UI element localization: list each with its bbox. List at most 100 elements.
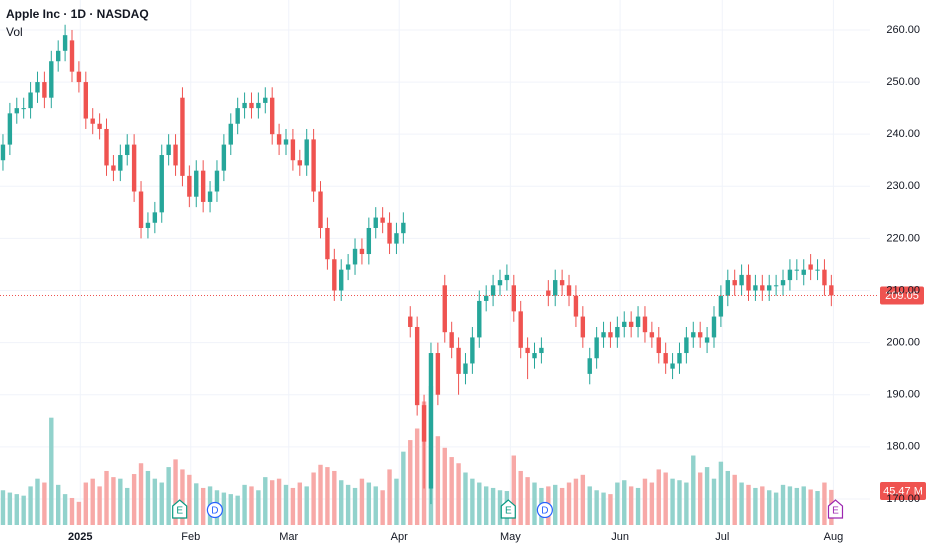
volume-bar xyxy=(118,478,123,525)
volume-bar xyxy=(21,495,26,525)
volume-bar xyxy=(601,492,606,525)
candle-body xyxy=(559,280,565,286)
candle-body xyxy=(200,170,206,202)
candle-body xyxy=(373,217,378,228)
volume-bar xyxy=(90,478,95,525)
volume-bar xyxy=(732,474,737,525)
volume-bar xyxy=(808,489,813,525)
candle-body xyxy=(366,227,372,255)
volume-bar xyxy=(760,486,765,525)
candle-body xyxy=(263,97,268,103)
candle-body xyxy=(746,274,751,291)
volume-bar xyxy=(628,486,634,525)
volume-bar xyxy=(691,455,696,525)
candle-body xyxy=(159,155,164,213)
candle-body xyxy=(760,285,765,291)
volume-bar xyxy=(290,487,296,525)
volume-bar xyxy=(414,428,420,525)
candle-body xyxy=(269,97,275,135)
candle-body xyxy=(214,170,220,192)
volume-bar xyxy=(352,487,358,525)
candle-body xyxy=(49,61,54,98)
volume-bar xyxy=(173,459,178,525)
candle-body xyxy=(525,347,530,354)
candle-body xyxy=(104,128,109,166)
event-label: D xyxy=(541,506,548,517)
y-tick-label: 180.00 xyxy=(886,441,920,453)
volume-bar xyxy=(256,490,261,525)
volume-bar xyxy=(518,470,523,525)
volume-bar xyxy=(622,480,627,525)
event-label: D xyxy=(211,506,218,517)
candle-body xyxy=(131,144,137,192)
volume-bar xyxy=(263,477,268,525)
candle-body xyxy=(490,285,496,296)
volume-bar xyxy=(767,490,772,525)
candle-body xyxy=(773,285,779,287)
candle-body xyxy=(145,222,151,228)
candle-body xyxy=(194,170,199,197)
volume-bar xyxy=(235,495,240,525)
volume-tag: 45.47 M xyxy=(883,485,923,497)
candle-body xyxy=(822,269,827,286)
volume-bar xyxy=(332,470,337,525)
event-marker xyxy=(827,499,844,519)
volume-bar xyxy=(249,486,254,525)
overlay-layer: 209.05 45.47 M E D E D E xyxy=(0,286,926,519)
volume-bar xyxy=(773,492,779,525)
candle-body xyxy=(83,82,89,119)
volume-bar xyxy=(442,447,447,525)
candle-body xyxy=(242,102,247,109)
candle-body xyxy=(207,191,213,202)
volume-bar xyxy=(456,463,461,525)
candle-body xyxy=(35,82,40,93)
volume-bar xyxy=(642,478,648,525)
y-tick-label: 230.00 xyxy=(886,180,920,192)
candle-body xyxy=(628,321,634,327)
candle-body xyxy=(711,316,717,338)
volume-bar xyxy=(0,490,6,525)
volume-bar xyxy=(7,492,13,525)
candle-body xyxy=(656,337,661,354)
volume-bar xyxy=(325,467,330,525)
volume-bar xyxy=(104,470,109,525)
volume-bar xyxy=(35,478,40,525)
volume-bar xyxy=(587,486,592,525)
volume-bar xyxy=(470,478,475,525)
volume-bar xyxy=(746,484,751,525)
candle-body xyxy=(725,280,730,296)
volume-bar xyxy=(559,487,565,525)
volume-bar xyxy=(145,470,151,525)
volume-bar xyxy=(408,440,413,525)
volume-bar xyxy=(822,482,827,525)
candle-body xyxy=(318,191,323,228)
volume-bar xyxy=(221,492,227,525)
candle-body xyxy=(435,353,441,395)
volume-bar xyxy=(152,478,158,525)
candle-body xyxy=(311,139,316,192)
volume-bar xyxy=(373,486,378,525)
event-label: E xyxy=(832,506,839,517)
y-tick-label: 250.00 xyxy=(886,76,920,88)
volume-bar xyxy=(711,478,717,525)
volume-bar xyxy=(718,461,724,525)
volume-bar xyxy=(83,482,89,525)
candle-body xyxy=(345,264,351,270)
x-tick-label: May xyxy=(500,531,521,543)
volume-bar xyxy=(787,486,793,525)
candle-body xyxy=(14,108,19,114)
volume-bar xyxy=(283,484,289,525)
candle-body xyxy=(332,259,337,291)
volume-bar xyxy=(656,469,661,525)
candle-body xyxy=(684,337,689,354)
volume-bar xyxy=(366,482,372,525)
volume-bar xyxy=(677,480,682,525)
volume-bar xyxy=(125,487,130,525)
candle-body xyxy=(532,353,537,359)
candle-body xyxy=(111,165,116,171)
candle-body xyxy=(97,123,102,129)
candle-body xyxy=(394,233,399,244)
volume-bar xyxy=(304,486,309,525)
candle-body xyxy=(608,332,613,338)
